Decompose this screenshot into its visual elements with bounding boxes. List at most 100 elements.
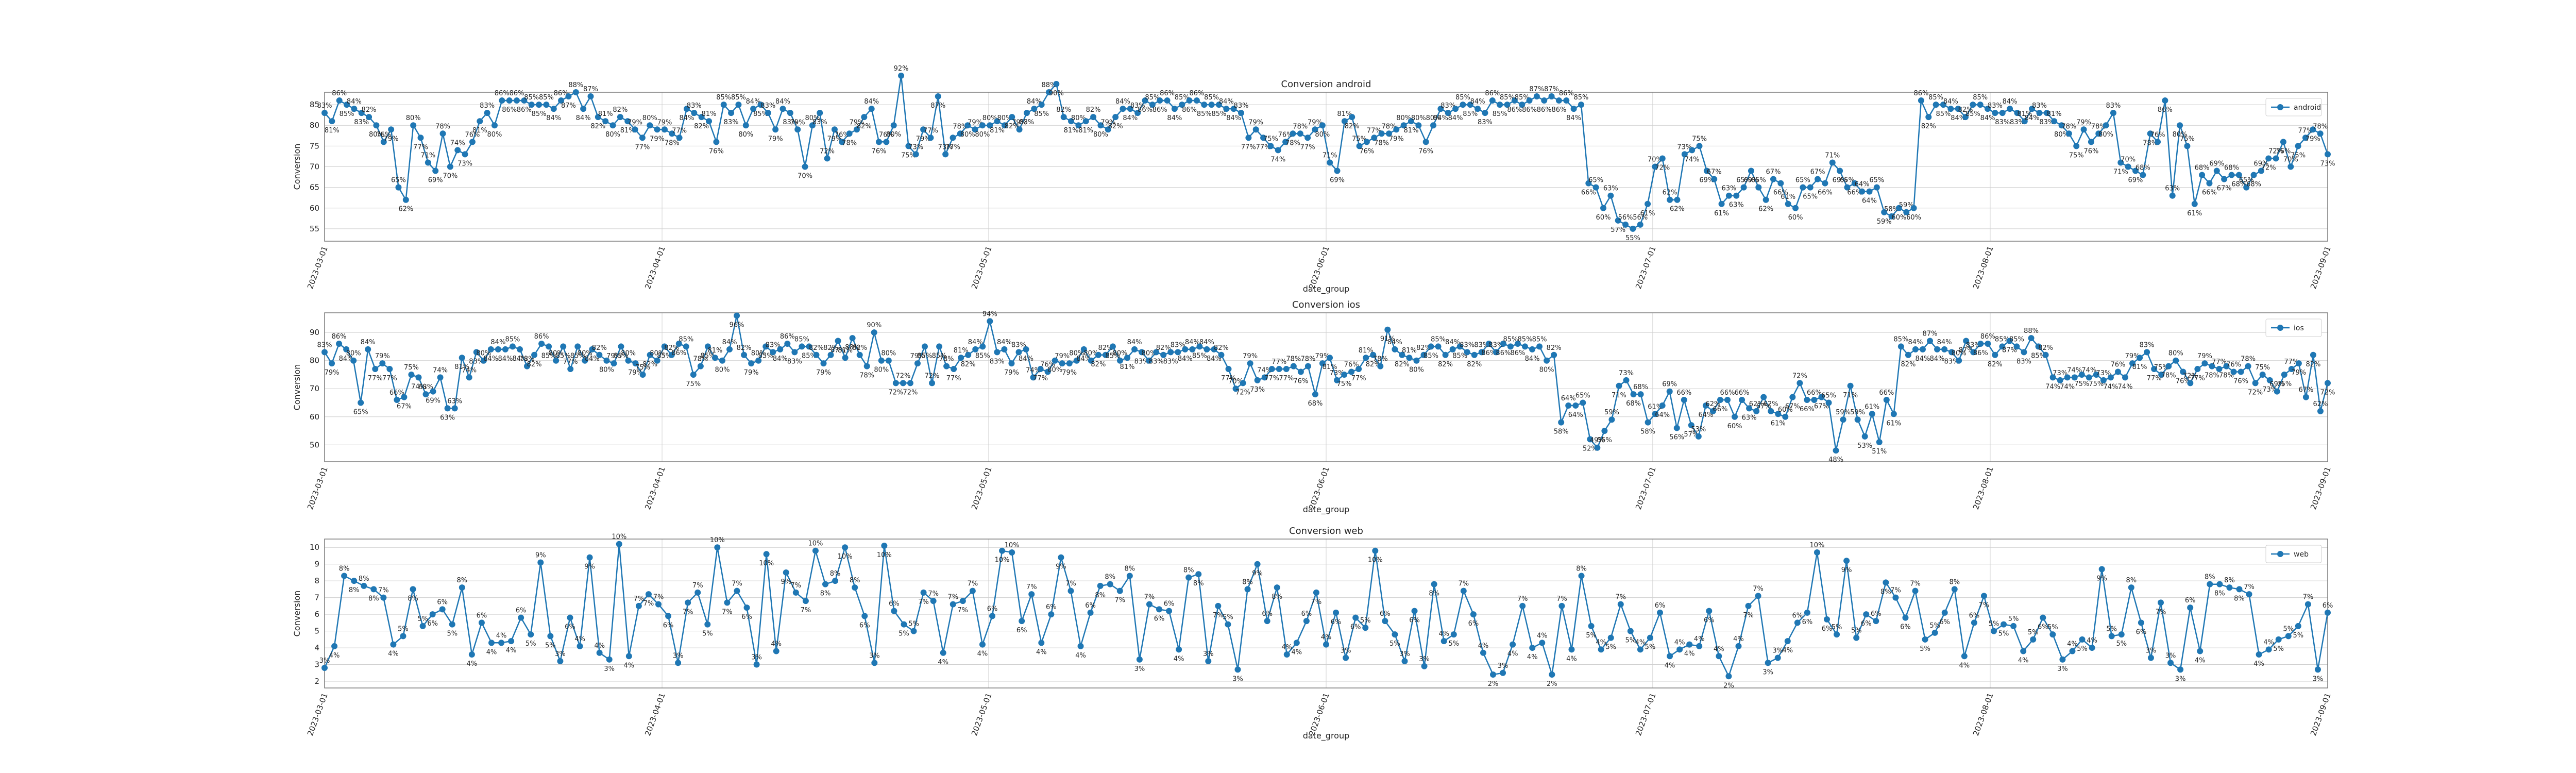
data-point — [2280, 139, 2286, 145]
data-label: 74% — [411, 383, 426, 391]
data-point — [675, 340, 682, 347]
data-label: 76% — [1278, 131, 1293, 139]
data-point — [1053, 80, 1060, 87]
data-point — [1807, 184, 1814, 191]
data-label: 4% — [594, 642, 605, 650]
data-label: 85% — [1455, 94, 1470, 102]
data-label: 83% — [469, 358, 484, 365]
legend-label: web — [2294, 550, 2309, 559]
data-point — [574, 343, 581, 350]
data-label: 7% — [722, 608, 733, 616]
data-point — [1500, 340, 1506, 347]
data-label: 67% — [2298, 386, 2313, 394]
data-label: 3% — [604, 665, 615, 673]
data-label: 83% — [1966, 341, 1981, 349]
data-label: 68% — [1626, 400, 1641, 408]
data-point — [743, 604, 750, 611]
data-point — [654, 126, 660, 133]
data-point — [1837, 167, 1843, 174]
data-point — [401, 394, 408, 400]
data-label: 7% — [1459, 580, 1469, 588]
data-label: 73% — [1250, 386, 1265, 394]
data-label: 85% — [1928, 94, 1943, 102]
data-label: 80% — [886, 131, 901, 139]
data-point — [459, 584, 465, 591]
data-point — [1709, 408, 1716, 414]
data-point — [1800, 184, 1806, 191]
data-label: 68% — [1308, 400, 1323, 408]
data-point — [784, 340, 791, 347]
data-point — [1785, 200, 1791, 207]
data-label: 2% — [1488, 680, 1499, 688]
data-point — [518, 614, 524, 621]
data-label: 7% — [643, 600, 654, 608]
data-label: 78% — [2143, 139, 2158, 147]
data-label: 84% — [498, 355, 513, 363]
data-label: 7% — [1517, 595, 1528, 603]
data-label: 85% — [340, 110, 354, 118]
data-point — [914, 360, 921, 367]
data-point — [2051, 118, 2058, 125]
data-point — [1594, 444, 1601, 451]
data-label: 85% — [1192, 352, 1207, 360]
data-point — [351, 578, 358, 584]
data-label: 80% — [621, 350, 636, 358]
data-point — [1127, 106, 1133, 112]
data-point — [1116, 357, 1123, 364]
data-label: 78% — [2241, 356, 2256, 363]
data-label: 79% — [2125, 352, 2140, 360]
data-label: 6% — [1016, 627, 1027, 634]
data-point — [1511, 97, 1518, 104]
data-point — [336, 97, 343, 104]
data-point — [1925, 114, 1932, 121]
data-point — [950, 601, 956, 608]
data-label: 80% — [1093, 131, 1108, 139]
data-label: 78% — [1381, 123, 1396, 130]
data-label: 87% — [583, 86, 598, 93]
data-label: 49% — [1590, 437, 1605, 445]
data-label: 4% — [1733, 635, 1744, 643]
data-point — [589, 346, 596, 352]
data-point — [901, 621, 907, 628]
data-label: 48% — [1828, 456, 1843, 464]
data-label: 85% — [556, 352, 571, 360]
data-point — [1760, 394, 1767, 400]
data-point — [1918, 97, 1924, 104]
data-point — [1372, 547, 1379, 554]
data-label: 8% — [2205, 574, 2215, 581]
data-label: 4% — [1174, 655, 1184, 663]
data-label: 71% — [420, 152, 435, 159]
data-label: 79% — [850, 119, 865, 126]
data-point — [1977, 340, 1984, 347]
data-point — [417, 135, 424, 141]
data-point — [1060, 114, 1067, 121]
data-point — [2069, 648, 2076, 654]
data-point — [2129, 360, 2136, 367]
data-point — [2304, 601, 2311, 608]
data-label: 66% — [1879, 389, 1894, 397]
data-point — [2317, 408, 2324, 414]
data-point — [1681, 397, 1687, 404]
data-label: 73% — [457, 160, 472, 167]
data-label: 76% — [465, 131, 480, 139]
data-label: 83% — [1474, 341, 1489, 349]
data-label: 70% — [1648, 156, 1663, 164]
data-label: 3% — [1399, 650, 1410, 658]
data-label: 7% — [1065, 580, 1076, 588]
data-point — [698, 114, 705, 121]
data-point — [1225, 366, 1232, 373]
data-label: 4% — [1674, 638, 1685, 646]
data-label: 76% — [2226, 361, 2241, 369]
data-point — [1275, 147, 1281, 154]
data-label: 7% — [801, 607, 811, 614]
data-point — [1312, 391, 1318, 398]
data-label: 80% — [1047, 366, 1062, 374]
data-label: 4% — [388, 650, 399, 658]
data-label: 7% — [968, 580, 978, 588]
data-label: 69% — [1662, 381, 1677, 389]
data-point — [1902, 614, 1909, 621]
data-point — [2252, 380, 2259, 386]
data-label: 64% — [1655, 411, 1670, 419]
x-tick-label: 2023-09-01 — [2309, 245, 2333, 290]
